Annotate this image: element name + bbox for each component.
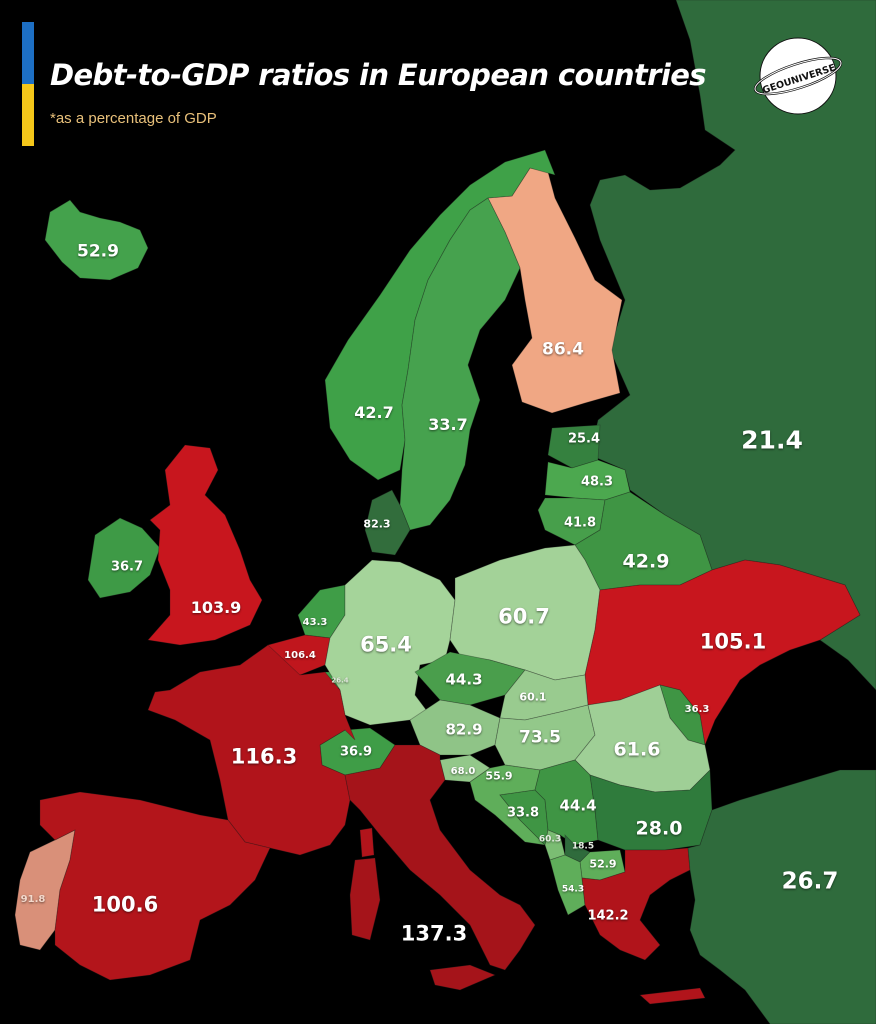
flag-yellow-stripe [22, 84, 34, 146]
value-label-belgium: 106.4 [284, 650, 316, 661]
value-label-bulgaria: 28.0 [635, 817, 683, 840]
value-label-albania: 54.3 [561, 884, 585, 895]
island-corsica [359, 827, 375, 858]
country-denmark [364, 489, 411, 556]
value-label-slovakia: 60.1 [519, 690, 547, 704]
flag-blue-stripe [22, 22, 34, 84]
country-norway [324, 149, 556, 481]
value-label-netherlands: 43.3 [302, 617, 328, 628]
logo-globe-icon: GEOUNIVERSE [753, 37, 843, 115]
value-label-russia: 21.4 [741, 425, 803, 455]
value-label-france: 116.3 [230, 744, 298, 769]
country-ireland [87, 517, 161, 599]
value-label-turkey: 26.7 [781, 868, 839, 895]
value-label-italy: 137.3 [400, 921, 468, 946]
country-greece [581, 847, 691, 961]
value-label-austria: 82.9 [445, 720, 483, 739]
ukraine-flag [22, 22, 34, 146]
value-label-ireland: 36.7 [110, 559, 144, 575]
country-sweden [399, 197, 521, 531]
value-label-ukraine: 105.1 [699, 629, 767, 654]
value-label-poland: 60.7 [498, 604, 550, 629]
value-label-norway: 42.7 [354, 403, 394, 422]
value-label-spain: 100.6 [91, 892, 159, 917]
value-label-croatia: 55.9 [485, 769, 513, 783]
value-label-uk: 103.9 [190, 598, 242, 617]
country-germany [324, 559, 456, 726]
value-label-kosovo: 18.5 [571, 841, 595, 852]
country-iceland [44, 199, 149, 281]
value-label-romania: 61.6 [613, 738, 661, 761]
value-label-latvia: 48.3 [580, 474, 614, 490]
page-subtitle: *as a percentage of GDP [50, 110, 217, 127]
country-uk [147, 444, 263, 646]
value-label-estonia: 25.4 [567, 431, 601, 447]
country-italy [344, 744, 536, 971]
island-sardinia [349, 857, 381, 941]
country-montenegro [544, 829, 566, 861]
value-label-portugal: 91.8 [20, 894, 46, 905]
value-label-switzerland: 36.9 [339, 744, 373, 760]
geouniverse-logo: GEOUNIVERSE [752, 30, 844, 122]
value-label-lithuania: 41.8 [563, 515, 597, 531]
country-spain [39, 791, 271, 981]
page-title: Debt-to-GDP ratios in European countries [50, 58, 707, 92]
value-label-belarus: 42.9 [622, 550, 670, 573]
value-label-montenegro: 60.3 [538, 834, 562, 845]
value-label-denmark: 82.3 [363, 517, 391, 531]
value-label-germany: 65.4 [360, 632, 412, 657]
value-label-finland: 86.4 [542, 339, 584, 360]
value-label-slovenia: 68.0 [450, 766, 476, 777]
value-label-iceland: 52.9 [77, 241, 119, 262]
value-label-luxembourg: 26.4 [331, 676, 349, 685]
value-label-czechia: 44.3 [445, 670, 483, 689]
value-label-bosnia: 33.8 [506, 805, 540, 821]
country-turkey [687, 769, 876, 1024]
value-label-greece: 142.2 [587, 908, 629, 924]
value-label-hungary: 73.5 [519, 727, 561, 748]
island-sicily [429, 964, 497, 991]
island-crete [639, 987, 706, 1005]
value-label-north-macedonia: 52.9 [589, 857, 617, 871]
value-label-sweden: 33.7 [428, 415, 468, 434]
value-label-serbia: 44.4 [559, 796, 597, 815]
value-label-moldova: 36.3 [684, 704, 710, 715]
